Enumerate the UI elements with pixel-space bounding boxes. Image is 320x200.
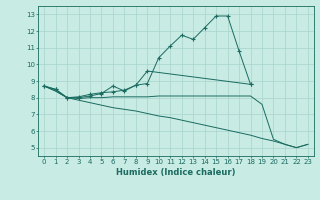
- X-axis label: Humidex (Indice chaleur): Humidex (Indice chaleur): [116, 168, 236, 177]
